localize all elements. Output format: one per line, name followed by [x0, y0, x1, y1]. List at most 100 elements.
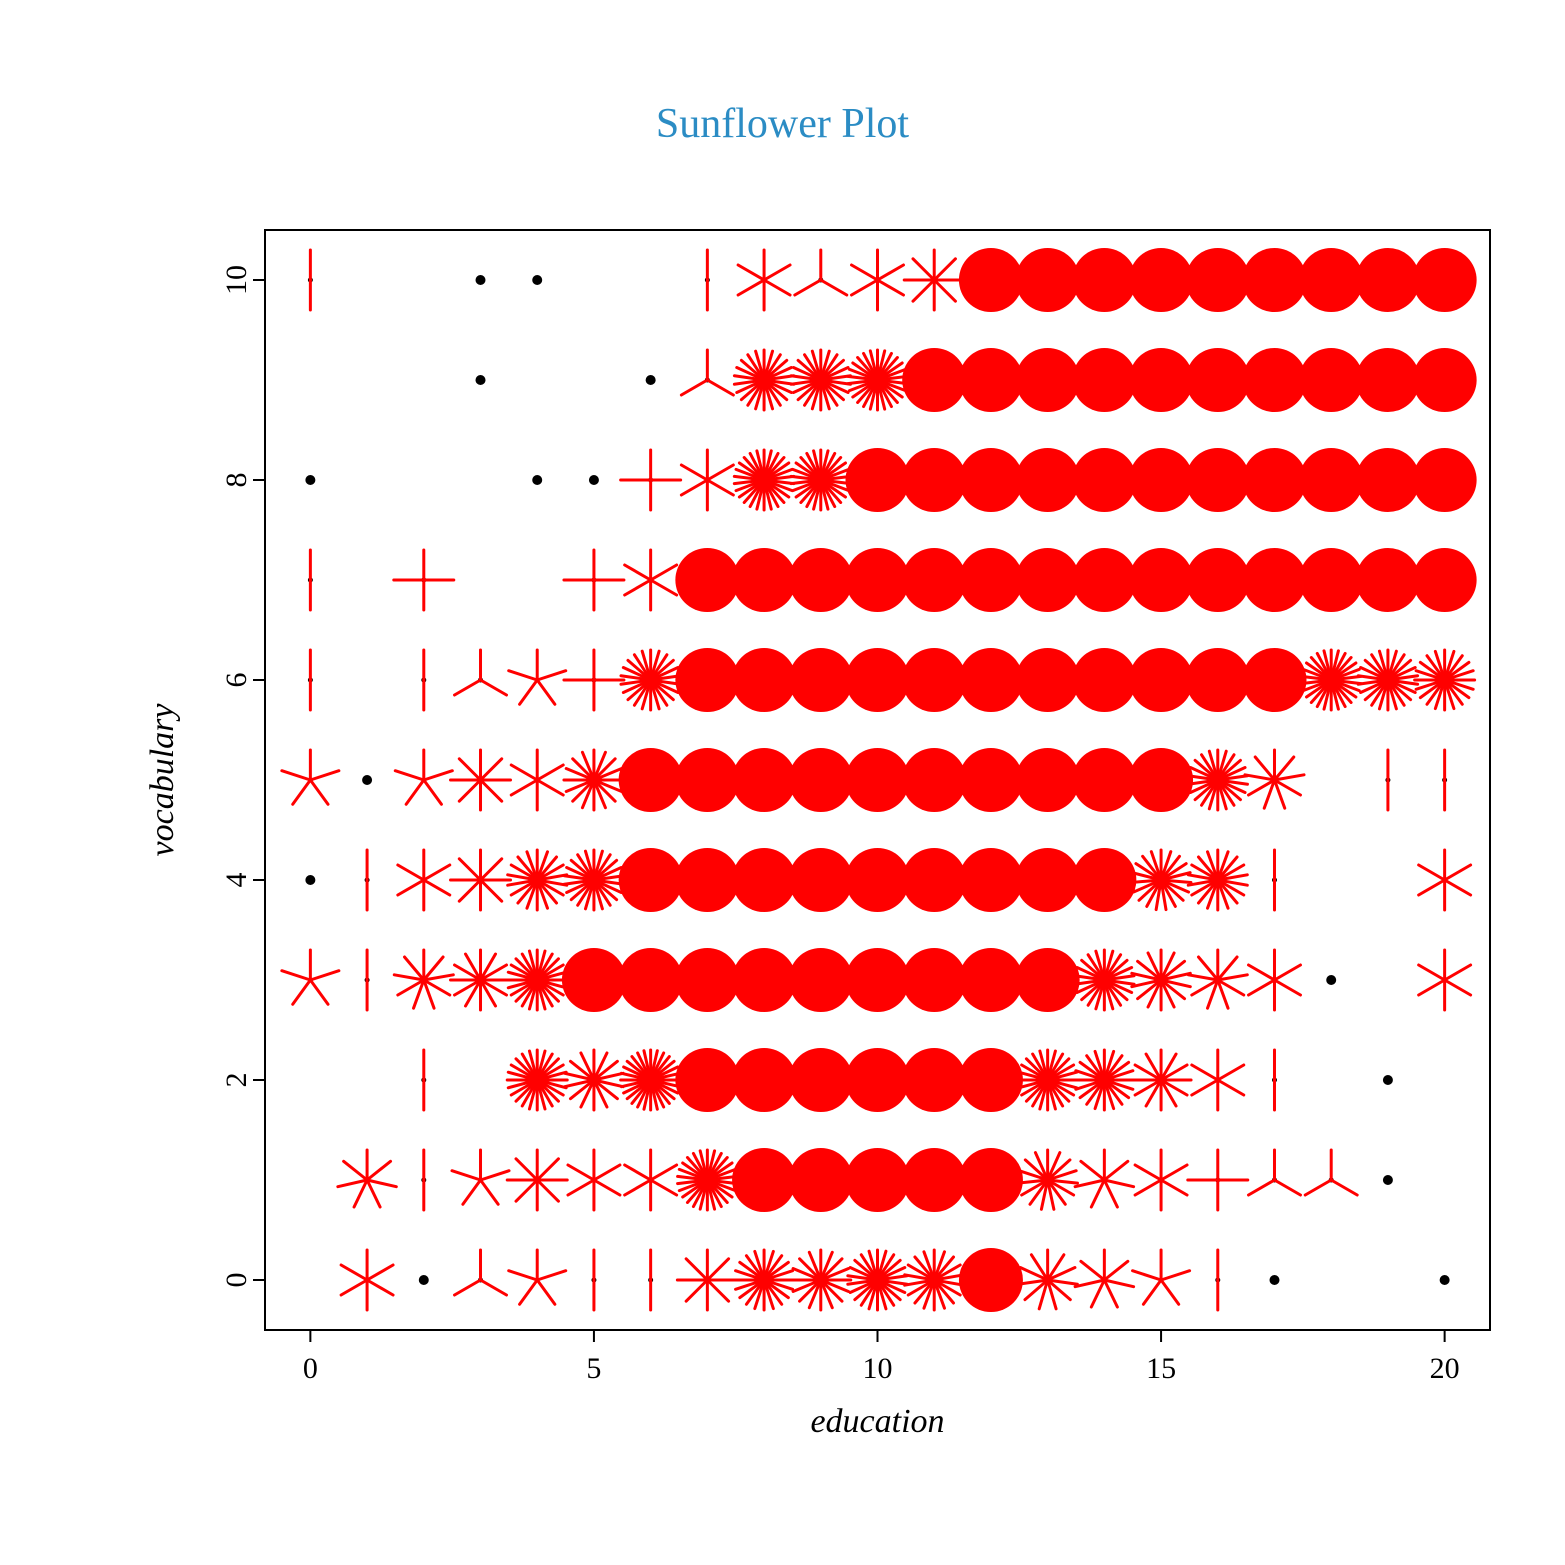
density-disc: [1016, 648, 1080, 712]
density-disc: [1356, 348, 1420, 412]
density-disc: [1016, 848, 1080, 912]
x-axis-label: education: [810, 1403, 944, 1440]
density-disc: [1242, 648, 1306, 712]
single-point: [532, 475, 542, 485]
density-disc: [1016, 448, 1080, 512]
density-disc: [732, 948, 796, 1012]
density-disc: [732, 848, 796, 912]
single-point: [1326, 975, 1336, 985]
density-disc: [846, 748, 910, 812]
density-disc: [619, 848, 683, 912]
density-disc: [959, 948, 1023, 1012]
density-disc: [1129, 648, 1193, 712]
density-disc: [902, 348, 966, 412]
single-point: [419, 1275, 429, 1285]
density-disc: [675, 948, 739, 1012]
single-point: [1383, 1175, 1393, 1185]
density-disc: [1186, 548, 1250, 612]
single-point: [476, 375, 486, 385]
density-disc: [846, 448, 910, 512]
density-disc: [1299, 248, 1363, 312]
density-disc: [1016, 948, 1080, 1012]
density-disc: [675, 1048, 739, 1112]
density-disc: [902, 648, 966, 712]
density-disc: [789, 1148, 853, 1212]
density-disc: [675, 748, 739, 812]
single-point: [1269, 1275, 1279, 1285]
density-disc: [1299, 448, 1363, 512]
density-disc: [1413, 448, 1477, 512]
density-disc: [1299, 348, 1363, 412]
density-disc: [732, 748, 796, 812]
density-disc: [1242, 248, 1306, 312]
y-tick-label: 0: [220, 1273, 253, 1288]
page-stage: Sunflower Plot 051015200246810educationv…: [0, 0, 1565, 1565]
density-disc: [846, 948, 910, 1012]
density-disc: [1242, 348, 1306, 412]
density-disc: [675, 848, 739, 912]
density-disc: [1129, 248, 1193, 312]
single-point: [305, 875, 315, 885]
density-disc: [1186, 648, 1250, 712]
density-disc: [846, 1148, 910, 1212]
density-disc: [1129, 548, 1193, 612]
density-disc: [732, 648, 796, 712]
density-disc: [1129, 448, 1193, 512]
density-disc: [959, 1148, 1023, 1212]
density-disc: [902, 1048, 966, 1112]
density-disc: [959, 348, 1023, 412]
single-point: [1383, 1075, 1393, 1085]
x-tick-label: 15: [1146, 1352, 1176, 1385]
y-tick-label: 6: [220, 673, 253, 688]
density-disc: [789, 848, 853, 912]
density-disc: [1242, 548, 1306, 612]
single-point: [1440, 1275, 1450, 1285]
single-point: [362, 775, 372, 785]
sunflower-glyph: [1018, 1050, 1078, 1110]
sunflower-glyph: [507, 1050, 567, 1110]
y-tick-label: 4: [220, 873, 253, 888]
density-disc: [1356, 248, 1420, 312]
x-tick-label: 10: [863, 1352, 893, 1385]
density-disc: [1413, 348, 1477, 412]
density-disc: [902, 448, 966, 512]
density-disc: [959, 648, 1023, 712]
x-tick-label: 20: [1430, 1352, 1460, 1385]
density-disc: [902, 848, 966, 912]
density-disc: [789, 648, 853, 712]
density-disc: [1356, 448, 1420, 512]
density-disc: [959, 248, 1023, 312]
sunflower-glyph: [451, 850, 511, 910]
sunflower-glyph: [564, 750, 624, 810]
density-disc: [959, 848, 1023, 912]
density-disc: [675, 548, 739, 612]
x-tick-label: 0: [303, 1352, 318, 1385]
density-disc: [789, 748, 853, 812]
density-disc: [1413, 548, 1477, 612]
single-point: [532, 275, 542, 285]
density-disc: [1129, 748, 1193, 812]
density-disc: [619, 748, 683, 812]
density-disc: [959, 448, 1023, 512]
sunflower-glyph: [677, 1250, 737, 1310]
y-tick-label: 2: [220, 1073, 253, 1088]
density-disc: [1242, 448, 1306, 512]
density-disc: [846, 1048, 910, 1112]
density-disc: [1016, 748, 1080, 812]
density-disc: [1072, 748, 1136, 812]
single-point: [476, 275, 486, 285]
density-disc: [846, 848, 910, 912]
sunflower-glyph: [791, 1250, 851, 1310]
density-disc: [902, 548, 966, 612]
density-disc: [1016, 348, 1080, 412]
density-disc: [1356, 548, 1420, 612]
density-disc: [902, 948, 966, 1012]
density-disc: [959, 748, 1023, 812]
sunflower-glyph: [904, 250, 964, 310]
density-disc: [1186, 348, 1250, 412]
density-disc: [732, 1048, 796, 1112]
density-disc: [1072, 348, 1136, 412]
density-disc: [1016, 548, 1080, 612]
single-point: [646, 375, 656, 385]
density-disc: [959, 1048, 1023, 1112]
